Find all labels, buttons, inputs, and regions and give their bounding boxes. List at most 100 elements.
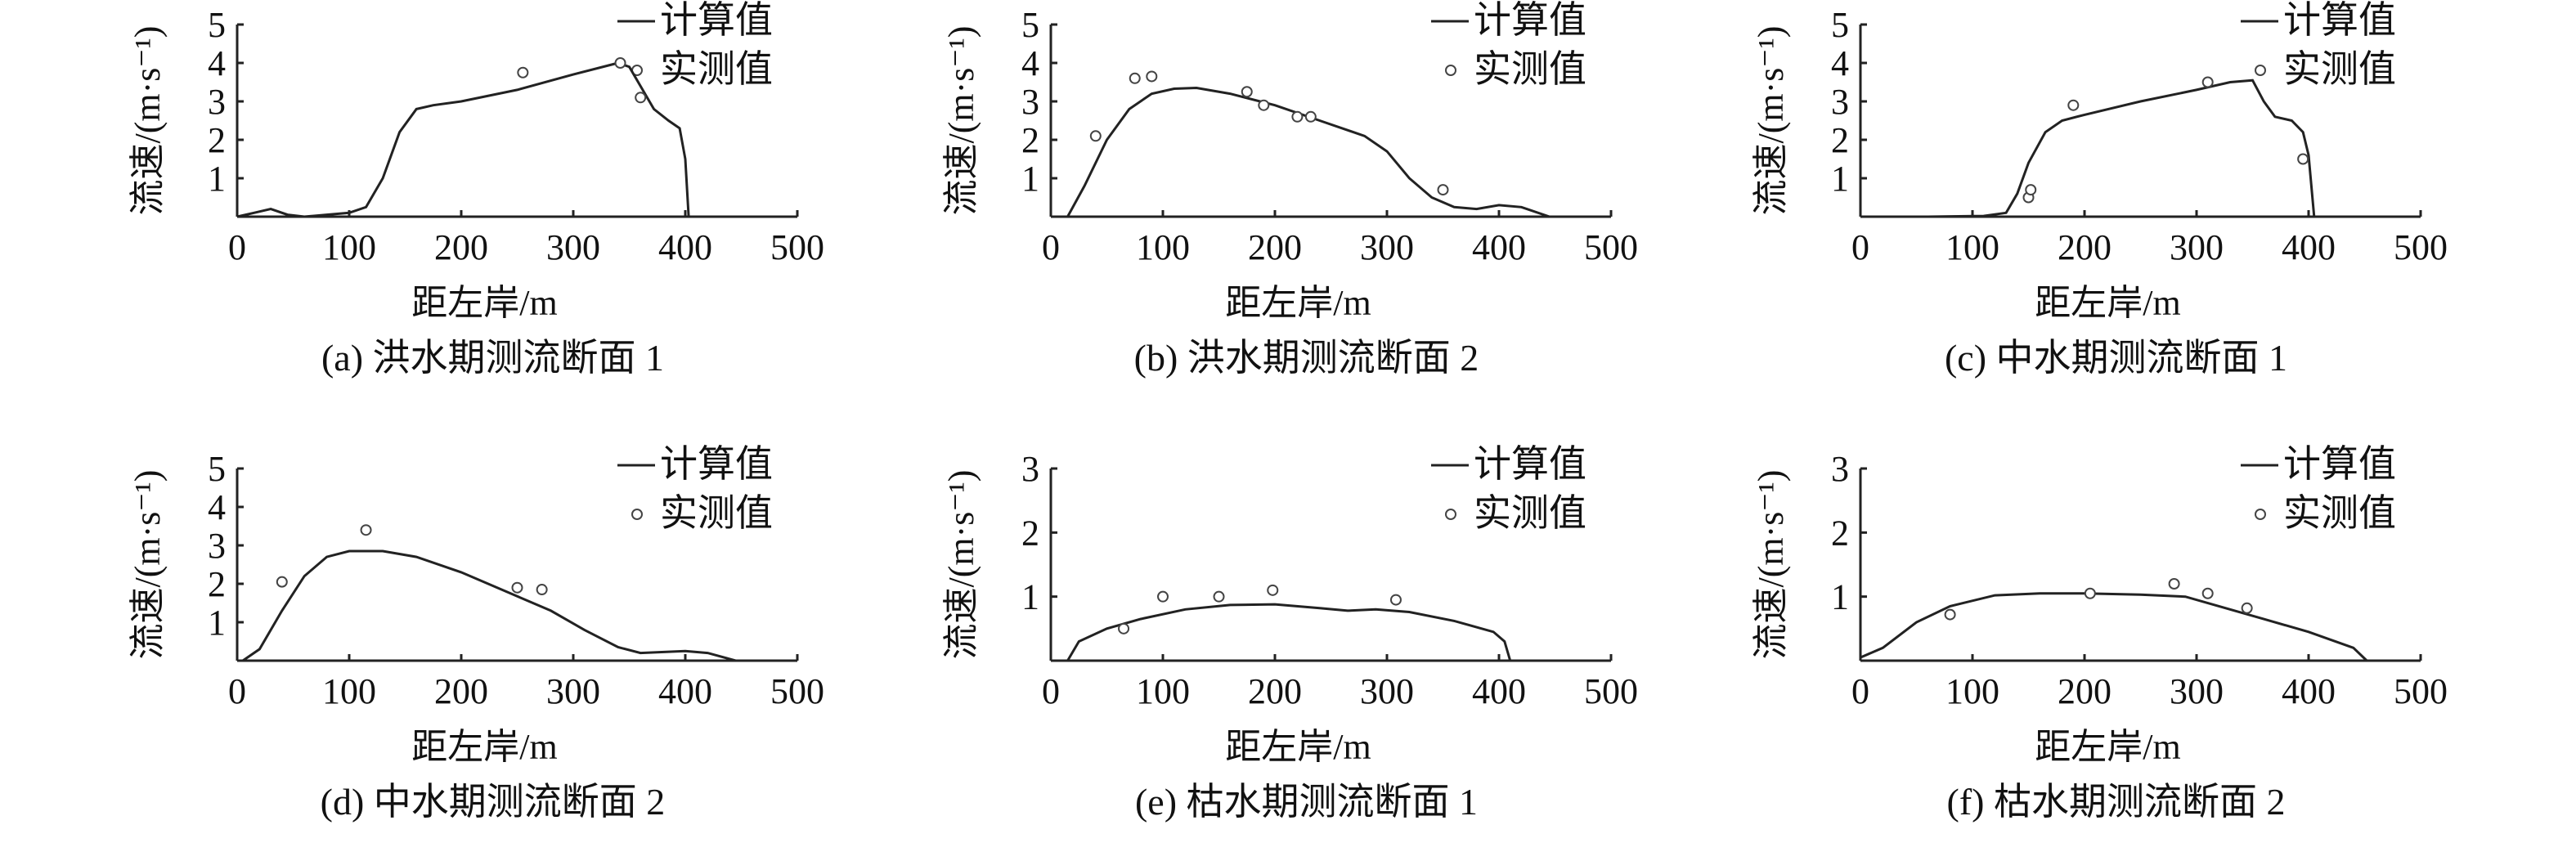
- x-tick-label: 200: [434, 671, 488, 711]
- y-tick-label: 3: [1831, 82, 1849, 122]
- y-tick-label: 1: [1021, 159, 1039, 199]
- y-tick-label: 3: [208, 526, 226, 566]
- x-axis-title: 距左岸/m: [2035, 283, 2180, 323]
- x-tick-label: 200: [1248, 671, 1302, 711]
- x-tick-label: 300: [1360, 227, 1414, 267]
- obs-point: [2067, 99, 2080, 111]
- legend-obs-label: 实测值: [660, 492, 773, 534]
- y-tick-label: 2: [1831, 513, 1849, 553]
- x-tick-label: 400: [658, 227, 712, 267]
- calc-series-line: [1860, 78, 2316, 218]
- legend-obs-label: 实测值: [660, 48, 773, 90]
- y-tick-label: 2: [208, 564, 226, 604]
- y-tick-label: 3: [1021, 449, 1039, 489]
- obs-point: [276, 576, 288, 588]
- x-tick-label: 400: [1472, 671, 1526, 711]
- x-tick-label: 0: [228, 227, 246, 267]
- x-axis-title: 距左岸/m: [1225, 283, 1371, 323]
- y-tick-label: 4: [1021, 43, 1039, 83]
- chart-panel-5: 0 100 200 300 400 500 1 2 3 距左岸/m 流速/(m·s⁻¹) (e) 枯水…: [941, 443, 1638, 823]
- obs-point: [1267, 584, 1279, 596]
- y-tick-label: 4: [208, 487, 226, 527]
- x-tick-label: 500: [770, 227, 824, 267]
- obs-point: [1389, 594, 1402, 606]
- y-axis-title: 流速/(m·s⁻¹): [128, 26, 168, 216]
- y-axis-title: 流速/(m·s⁻¹): [941, 26, 981, 216]
- chart-panel-6: 0 100 200 300 400 500 1 2 3 距左岸/m 流速/(m·s⁻¹) (f) 枯水…: [1751, 443, 2448, 823]
- obs-point: [2168, 578, 2180, 590]
- y-tick-label: 2: [208, 120, 226, 160]
- obs-point: [1118, 622, 1130, 634]
- obs-point: [1213, 590, 1225, 603]
- obs-point: [1304, 110, 1317, 123]
- x-tick-label: 100: [1136, 227, 1190, 267]
- y-tick-label: 4: [1831, 43, 1849, 83]
- x-tick-label: 300: [2170, 227, 2224, 267]
- x-tick-label: 400: [1472, 227, 1526, 267]
- obs-point: [1089, 130, 1102, 142]
- calc-series-line: [236, 61, 690, 218]
- obs-point: [511, 581, 523, 594]
- obs-point: [614, 57, 626, 69]
- legend-obs-label: 实测值: [2283, 48, 2396, 90]
- x-tick-label: 100: [322, 671, 376, 711]
- x-tick-label: 300: [2170, 671, 2224, 711]
- x-tick-label: 100: [1945, 227, 1999, 267]
- y-tick-label: 3: [1831, 449, 1849, 489]
- x-axis-title: 距左岸/m: [411, 727, 557, 767]
- y-tick-label: 3: [208, 82, 226, 122]
- x-tick-label: 300: [546, 671, 600, 711]
- legend-point-swatch: [2255, 509, 2266, 520]
- y-tick-label: 4: [208, 43, 226, 83]
- x-tick-label: 0: [1042, 227, 1060, 267]
- panel-caption: (a) 洪水期测流断面 1: [321, 337, 664, 379]
- calc-series-line: [1066, 603, 1512, 661]
- legend-calc-label: 计算值: [2283, 0, 2396, 41]
- y-tick-label: 1: [1831, 577, 1849, 617]
- y-axis-title: 流速/(m·s⁻¹): [1751, 26, 1791, 216]
- obs-point: [360, 524, 372, 536]
- obs-point: [2201, 587, 2214, 599]
- x-tick-label: 200: [434, 227, 488, 267]
- x-tick-label: 300: [1360, 671, 1414, 711]
- obs-point: [2084, 587, 2096, 599]
- panel-caption: (e) 枯水期测流断面 1: [1135, 781, 1478, 823]
- y-axis-title: 流速/(m·s⁻¹): [128, 470, 168, 660]
- calc-series-line: [242, 549, 736, 662]
- y-tick-label: 2: [1831, 120, 1849, 160]
- obs-point: [635, 92, 647, 104]
- y-axis-title: 流速/(m·s⁻¹): [941, 470, 981, 660]
- y-tick-label: 1: [208, 159, 226, 199]
- y-tick-label: 1: [208, 603, 226, 643]
- panel-caption: (c) 中水期测流断面 1: [1945, 337, 2287, 379]
- x-tick-label: 500: [770, 671, 824, 711]
- y-tick-label: 1: [1021, 577, 1039, 617]
- legend-obs-label: 实测值: [2283, 492, 2396, 534]
- y-tick-label: 5: [208, 449, 226, 489]
- legend-calc-label: 计算值: [660, 443, 773, 485]
- y-tick-label: 5: [208, 5, 226, 45]
- obs-point: [1129, 72, 1141, 84]
- obs-point: [2201, 76, 2214, 88]
- x-tick-label: 400: [658, 671, 712, 711]
- x-tick-label: 300: [546, 227, 600, 267]
- obs-point: [1157, 590, 1169, 603]
- calc-series-line: [1860, 592, 2368, 662]
- x-tick-label: 500: [1584, 671, 1638, 711]
- x-tick-label: 100: [1136, 671, 1190, 711]
- legend-point-swatch: [631, 509, 643, 520]
- legend-obs-label: 实测值: [1474, 492, 1586, 534]
- x-tick-label: 500: [2394, 227, 2448, 267]
- legend-calc-label: 计算值: [1474, 0, 1586, 41]
- panel-caption: (f) 枯水期测流断面 2: [1947, 781, 2286, 823]
- y-tick-label: 5: [1021, 5, 1039, 45]
- legend-calc-label: 计算值: [2283, 443, 2396, 485]
- y-tick-label: 2: [1021, 120, 1039, 160]
- y-tick-label: 3: [1021, 82, 1039, 122]
- x-axis-title: 距左岸/m: [411, 283, 557, 323]
- y-tick-label: 5: [1831, 5, 1849, 45]
